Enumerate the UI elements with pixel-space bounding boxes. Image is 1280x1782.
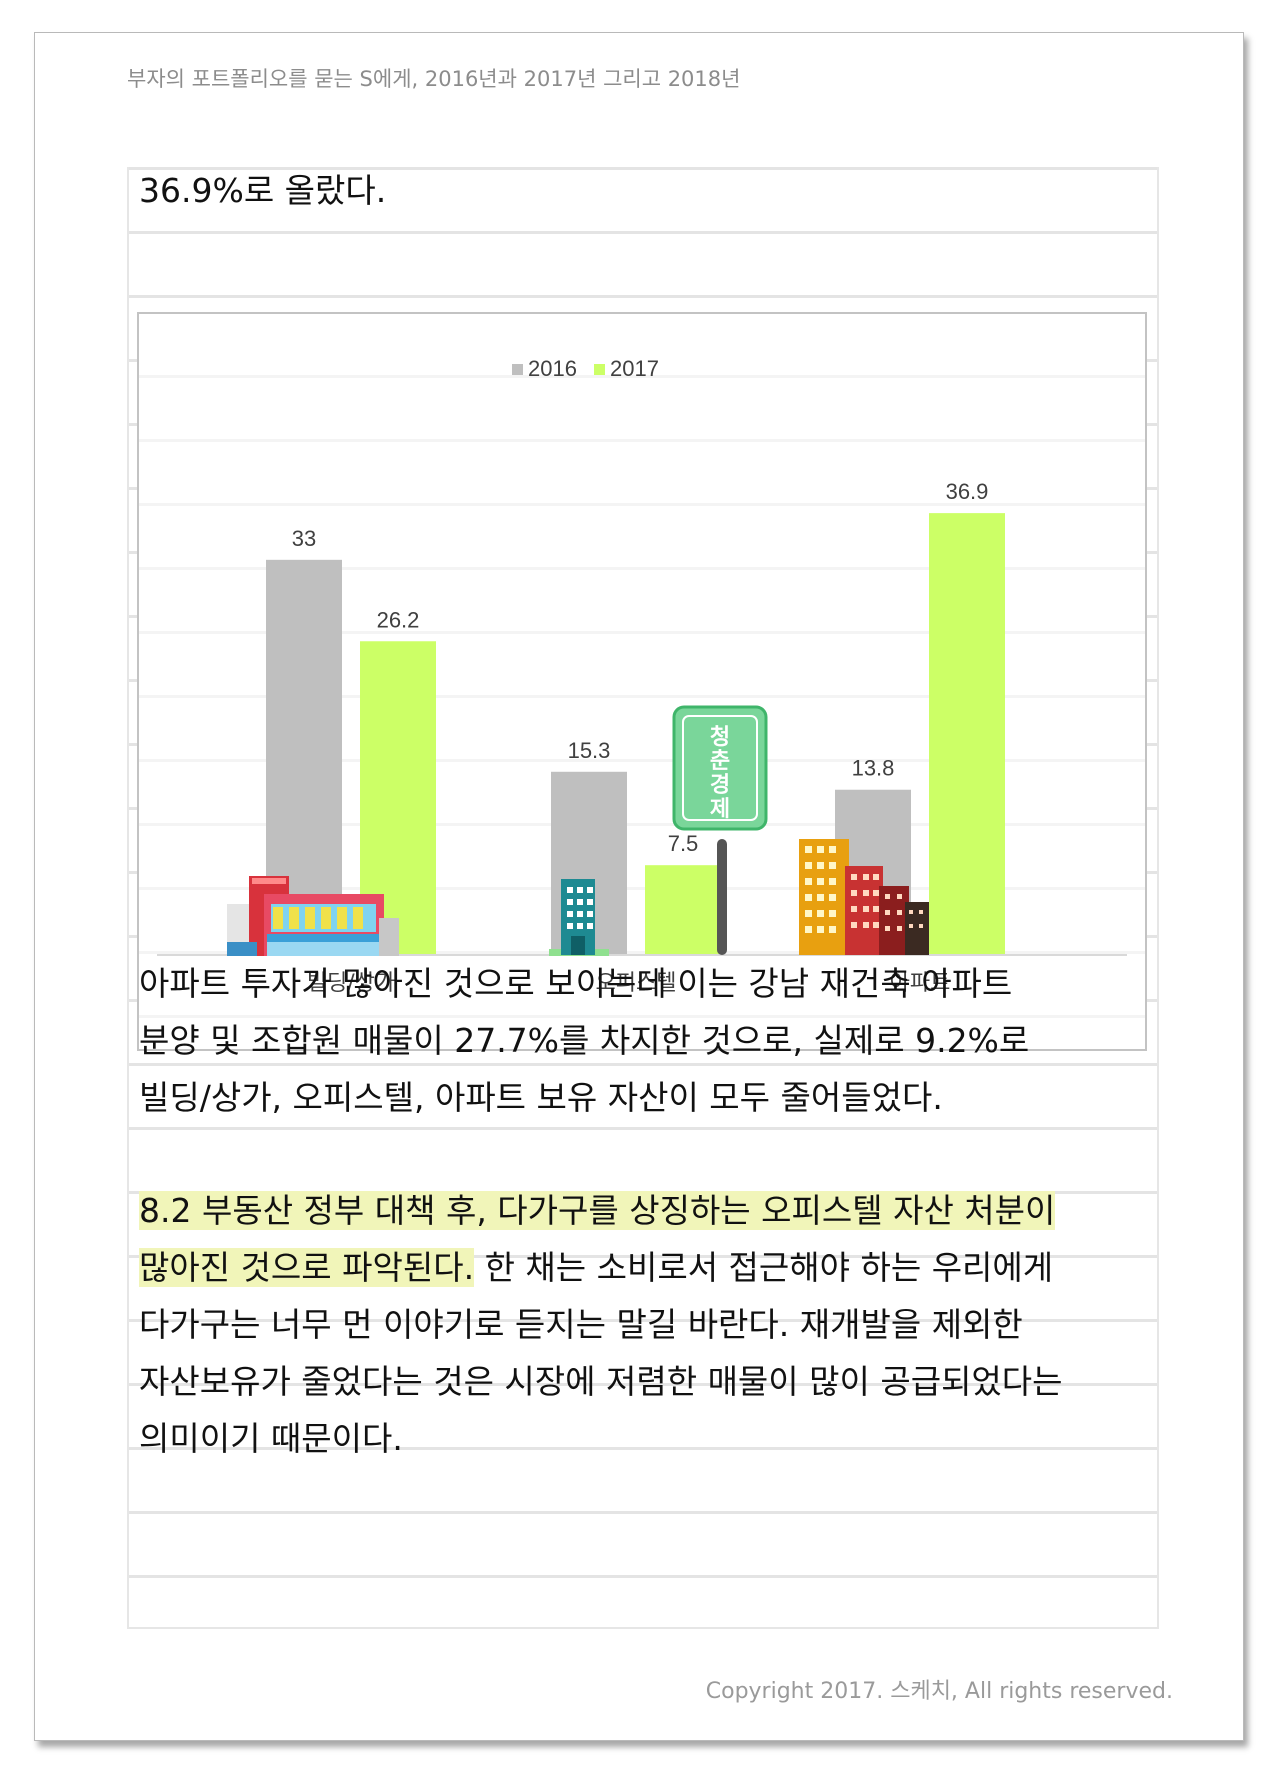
running-header: 부자의 포트폴리오를 묻는 S에게, 2016년과 2017년 그리고 2018… <box>127 67 741 91</box>
text-line-6: 많아진 것으로 파악된다. 한 채는 소비로서 접근해야 하는 우리에게 <box>139 1248 1053 1288</box>
apartment-illustration <box>799 839 929 955</box>
text-line-9: 의미이기 때문이다. <box>139 1419 403 1458</box>
data-label-2017-2: 36.9 <box>946 479 989 504</box>
mall-building-illustration <box>227 876 399 956</box>
highlighted-sentence-part-2: 많아진 것으로 파악된다. <box>139 1248 475 1287</box>
bar-2017-2 <box>929 513 1005 955</box>
bar-chart: 2016 2017 33 26.2 빌딩/상가 15.3 7.5 오피스텔 13.8 36.9 아… <box>137 312 1147 1051</box>
copyright-notice: Copyright 2017. 스케치, All rights reserved… <box>705 1679 1173 1704</box>
text-line-7: 다가구는 너무 먼 이야기로 듣지는 말길 바란다. 재개발을 제외한 <box>139 1305 1023 1344</box>
text-line-3: 분양 및 조합원 매물이 27.7%를 차지한 것으로, 실제로 9.2%로 <box>139 1021 1030 1060</box>
office-tower-illustration <box>549 879 609 956</box>
category-label-0: 빌딩/상가 <box>307 971 395 996</box>
legend-swatch-2016 <box>512 364 523 375</box>
legend-label-2017: 2017 <box>610 356 659 381</box>
category-label-2: 아파트 <box>890 971 951 996</box>
text-line-1: 36.9%로 올랐다. <box>139 171 387 210</box>
category-label-1: 오피스텔 <box>596 971 677 996</box>
legend-label-2016: 2016 <box>528 356 577 381</box>
bar-2017-1 <box>645 865 721 955</box>
text-line-4: 빌딩/상가, 오피스텔, 아파트 보유 자산이 모두 줄어들었다. <box>139 1078 943 1117</box>
legend-swatch-2017 <box>594 364 605 375</box>
data-label-2016-0: 33 <box>292 526 316 551</box>
page-sheet: 부자의 포트폴리오를 묻는 S에게, 2016년과 2017년 그리고 2018… <box>34 32 1244 1741</box>
highlighted-sentence-part-1: 8.2 부동산 정부 대책 후, 다가구를 상징하는 오피스텔 자산 처분이 <box>139 1191 1056 1230</box>
chart-svg: 2016 2017 33 26.2 빌딩/상가 15.3 7.5 오피스텔 13.8 36.9 아… <box>157 356 1127 996</box>
text-line-5: 8.2 부동산 정부 대책 후, 다가구를 상징하는 오피스텔 자산 처분이 <box>139 1191 1056 1231</box>
data-label-2017-0: 26.2 <box>377 607 420 632</box>
chart-legend: 2016 2017 <box>512 356 659 381</box>
data-label-2016-2: 13.8 <box>852 756 895 781</box>
data-label-2016-1: 15.3 <box>568 738 611 763</box>
text-line-6-rest: 한 채는 소비로서 접근해야 하는 우리에게 <box>474 1248 1054 1287</box>
text-line-8: 자산보유가 줄었다는 것은 시장에 저렴한 매물이 많이 공급되었다는 <box>139 1362 1063 1401</box>
text-line-2: 아파트 투자가 많아진 것으로 보이는데 이는 강남 재건축 아파트 <box>139 964 1013 1003</box>
data-label-2017-1: 7.5 <box>668 831 699 856</box>
chart-bars: 33 26.2 빌딩/상가 15.3 7.5 오피스텔 13.8 36.9 아파트 <box>266 479 1005 996</box>
